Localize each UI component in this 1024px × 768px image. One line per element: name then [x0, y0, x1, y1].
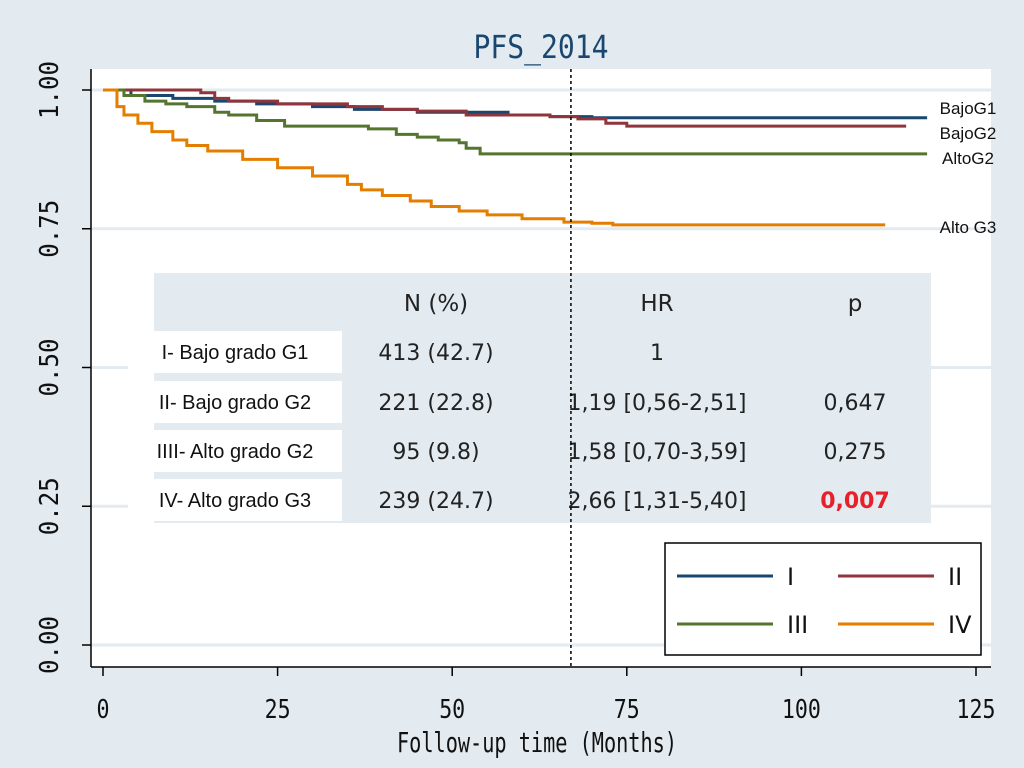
row-label-background [128, 331, 342, 373]
cell-p: 0,275 [824, 440, 887, 465]
curve-end-label: AltoG2 [942, 149, 994, 168]
y-tick-label: 0.00 [35, 616, 65, 674]
row-label: IIII- Alto grado G2 [157, 441, 314, 463]
cell-hr: 1 [650, 341, 664, 366]
cell-hr: 1,58 [0,70-3,59] [567, 440, 746, 465]
x-axis-label: Follow-up time (Months) [397, 726, 677, 759]
table-header: HR [640, 291, 673, 317]
survival-curve-IV [103, 88, 886, 227]
legend-label: I [787, 563, 794, 591]
survival-curves [103, 88, 928, 227]
x-tick-label: 75 [614, 695, 640, 725]
x-tick-label: 25 [265, 695, 291, 725]
y-tick-label: 0.25 [35, 477, 65, 535]
cell-n: 239 (24.7) [378, 489, 493, 514]
legend-label: IV [948, 611, 972, 639]
legend-label: III [787, 611, 808, 639]
y-tick-label: 1.00 [35, 61, 65, 119]
axes: 0.00 0.25 0.50 0.75 1.00 0 25 50 75 100 125 BajoG1 B… [35, 61, 996, 725]
x-tick-label: 125 [957, 695, 996, 725]
cell-p: 0,007 [820, 489, 890, 514]
row-label-background [128, 381, 342, 423]
y-tick-label: 0.75 [35, 200, 65, 258]
cell-hr: 1,19 [0,56-2,51] [567, 391, 746, 416]
y-tick-label: 0.50 [35, 339, 65, 397]
cell-n: 95 (9.8) [392, 440, 479, 465]
row-label: IV- Alto grado G3 [159, 490, 311, 512]
row-label: II- Bajo grado G2 [159, 392, 311, 414]
cell-hr: 2,66 [1,31-5,40] [567, 489, 746, 514]
curve-end-label: BajoG2 [940, 124, 997, 143]
survival-curve-III [103, 88, 928, 156]
legend-box [664, 542, 982, 656]
table-header: p [848, 291, 863, 317]
stats-table: N (%) HR p I- Bajo grado G1 413 (42.7) 1 II- B… [128, 69, 931, 667]
row-label-background [128, 479, 342, 521]
cell-p: 0,647 [824, 391, 887, 416]
x-tick-label: 100 [782, 695, 821, 725]
x-tick-label: 0 [97, 695, 110, 725]
curve-end-label: BajoG1 [940, 99, 997, 118]
cell-n: 413 (42.7) [378, 341, 493, 366]
cell-n: 221 (22.8) [378, 391, 493, 416]
x-tick-label: 50 [439, 695, 465, 725]
row-label: I- Bajo grado G1 [162, 342, 309, 364]
legend-label: II [948, 563, 962, 591]
chart-title: PFS_2014 [474, 28, 609, 66]
survival-curve-II [103, 88, 907, 128]
table-header: N (%) [404, 291, 468, 317]
row-label-background [128, 430, 342, 472]
curve-end-label: Alto G3 [940, 218, 997, 237]
